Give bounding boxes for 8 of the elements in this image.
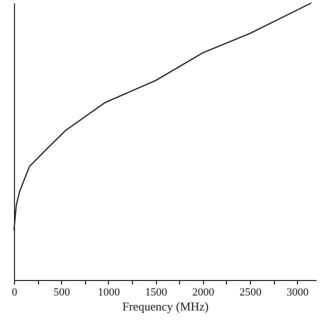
x-axis-title: Frequency (MHz)	[122, 300, 209, 314]
x-tick-label: 2500	[239, 286, 262, 298]
x-tick-label: 500	[53, 286, 70, 298]
x-tick-label: 1500	[145, 286, 168, 298]
x-tick-label: 1000	[98, 286, 120, 298]
x-tick-label: 2000	[192, 286, 215, 298]
x-tick-label: 0	[12, 286, 18, 298]
x-tick-label: 3000	[286, 286, 310, 298]
